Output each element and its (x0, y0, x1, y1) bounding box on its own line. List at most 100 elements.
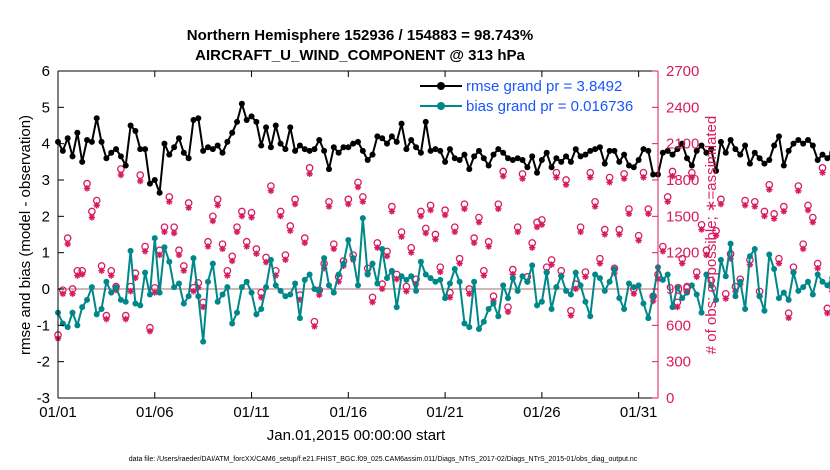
obs-assimilated-point (204, 243, 212, 250)
bias-point (708, 282, 715, 289)
bias-point (650, 293, 657, 300)
bias-point (137, 302, 144, 309)
bias-point (142, 269, 149, 276)
rmse-point (630, 164, 637, 171)
obs-assimilated-point (141, 248, 149, 255)
legend-rmse-marker (437, 82, 445, 90)
bias-point (292, 280, 299, 287)
obs-assimilated-point (572, 285, 579, 293)
rmse-point (369, 151, 376, 158)
obs-assimilated-point (528, 244, 536, 251)
obs-assimilated-point (804, 206, 812, 214)
bias-point (548, 305, 555, 312)
bias-point (703, 271, 710, 278)
bias-point (296, 315, 303, 322)
rmse-point (606, 147, 613, 154)
legend-rmse-label: rmse grand pr = 3.8492 (466, 78, 622, 95)
bias-point (263, 284, 270, 291)
bias-point (645, 315, 652, 322)
bias-point (514, 287, 521, 294)
bias-point (185, 293, 192, 300)
bias-point (195, 293, 202, 300)
rmse-point (64, 135, 71, 142)
x-tick-label: 01/16 (330, 404, 368, 421)
obs-assimilated-point (669, 173, 676, 180)
bias-point (200, 338, 207, 345)
bias-point (340, 260, 347, 267)
obs-assimilated-point (180, 267, 188, 274)
bias-point (122, 298, 129, 305)
bias-point (577, 282, 584, 289)
rmse-point (437, 147, 444, 154)
rmse-point (190, 117, 197, 124)
bias-point (659, 276, 666, 283)
bias-point (713, 296, 720, 303)
bias-point (775, 295, 782, 302)
rmse-point (214, 142, 221, 149)
obs-assimilated-point (577, 228, 584, 236)
rmse-point (350, 140, 357, 147)
rmse-point (88, 138, 95, 145)
rmse-point (146, 180, 153, 187)
rmse-point (466, 166, 473, 173)
bias-point (127, 247, 134, 254)
obs-count-series (54, 164, 830, 342)
rmse-point (234, 118, 241, 125)
obs-assimilated-point (166, 198, 173, 205)
rmse-point (108, 149, 115, 156)
rmse-point (122, 162, 129, 169)
obs-assimilated-point (127, 288, 134, 295)
bias-point (553, 284, 560, 291)
rmse-point (688, 162, 695, 169)
bias-point (824, 282, 830, 289)
obs-assimilated-point (88, 214, 96, 221)
rmse-point (282, 146, 289, 153)
chart-title: Northern Hemisphere 152936 / 154883 = 98… (187, 27, 533, 44)
bias-point (446, 280, 453, 287)
rmse-point (379, 135, 386, 142)
rmse-point (296, 142, 303, 149)
rmse-point (287, 124, 294, 131)
bias-point (248, 289, 255, 296)
obs-assimilated-point (451, 228, 458, 236)
rmse-point (775, 133, 782, 140)
left-axis-ticks: -3 -2 -1 0 1 2 3 4 5 6 (37, 63, 64, 407)
bias-point (117, 296, 124, 303)
obs-assimilated-point (137, 177, 144, 185)
obs-assimilated-point (645, 210, 652, 217)
obs-assimilated-point (620, 175, 628, 182)
left-tick-label: 6 (42, 63, 50, 80)
obs-assimilated-point (161, 228, 168, 236)
rmse-point (243, 117, 250, 124)
rmse-point (374, 133, 381, 140)
bias-point (805, 278, 811, 285)
bias-point (509, 275, 516, 282)
obs-assimilated-point (432, 236, 439, 243)
bias-point (156, 289, 163, 296)
bias-point (664, 271, 671, 278)
rmse-point (751, 149, 758, 156)
rmse-point (577, 153, 584, 160)
bias-point (403, 276, 410, 283)
bias-point (684, 289, 691, 296)
obs-assimilated-point (325, 203, 333, 210)
obs-assimilated-point (504, 308, 512, 316)
bias-point (742, 305, 749, 312)
right-tick-label: 2400 (666, 99, 699, 116)
rmse-point (98, 138, 105, 145)
obs-assimilated-point (717, 200, 725, 208)
bias-point (301, 276, 308, 283)
obs-assimilated-point (354, 183, 362, 191)
obs-assimilated-point (461, 205, 468, 213)
bias-point (456, 278, 463, 285)
bias-point (238, 284, 245, 291)
rmse-point (529, 153, 536, 160)
bias-point (108, 289, 115, 296)
obs-assimilated-point (678, 260, 686, 267)
bias-point (175, 280, 182, 287)
obs-assimilated-point (277, 213, 284, 220)
bias-point (669, 304, 676, 311)
obs-assimilated-point (170, 229, 178, 237)
bias-point (388, 267, 395, 274)
bias-point (88, 284, 95, 291)
